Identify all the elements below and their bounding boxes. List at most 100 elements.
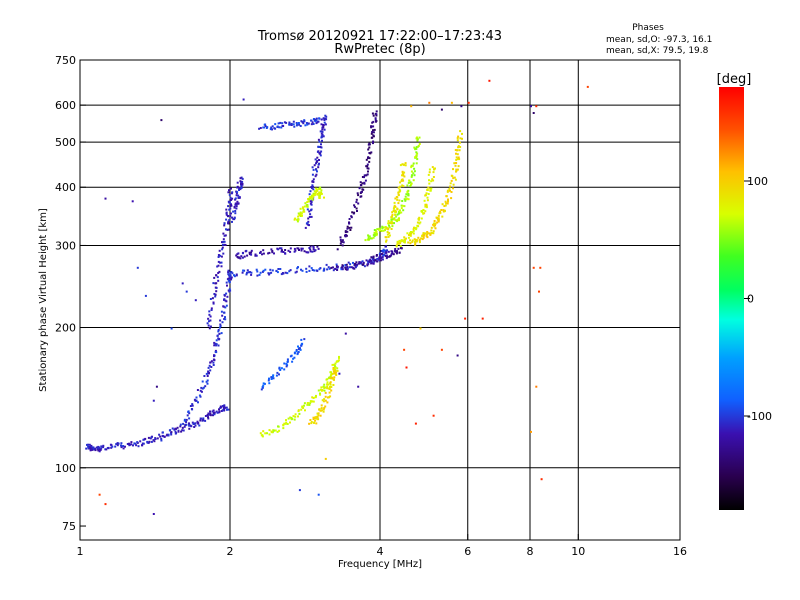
data-point xyxy=(314,396,317,399)
data-point xyxy=(236,181,239,184)
data-point xyxy=(217,272,220,274)
data-point xyxy=(426,189,429,191)
data-point xyxy=(418,222,421,225)
data-point xyxy=(142,442,145,445)
data-point xyxy=(379,259,382,262)
data-point xyxy=(278,247,281,250)
data-point xyxy=(271,125,274,128)
data-point xyxy=(238,187,241,190)
data-point xyxy=(314,192,317,195)
data-point xyxy=(322,408,325,411)
data-point xyxy=(309,402,312,405)
data-point xyxy=(308,198,311,201)
data-point xyxy=(209,414,212,417)
data-point xyxy=(316,170,318,173)
data-point xyxy=(412,232,415,235)
data-point xyxy=(313,194,316,197)
data-point xyxy=(277,268,280,270)
data-point xyxy=(422,209,425,211)
data-point xyxy=(443,205,446,207)
data-point xyxy=(417,236,420,239)
data-point xyxy=(405,193,408,196)
data-point xyxy=(222,405,225,408)
data-point xyxy=(358,187,361,190)
data-point xyxy=(227,205,230,208)
data-point xyxy=(286,272,289,275)
data-point xyxy=(266,432,268,435)
data-point xyxy=(357,385,360,388)
data-point xyxy=(182,422,185,425)
data-point xyxy=(279,121,282,124)
data-point xyxy=(340,266,343,269)
data-point xyxy=(391,250,394,253)
data-point xyxy=(383,253,386,256)
data-point xyxy=(293,250,296,253)
phase-stats-o: mean, sd,O: -97.3, 16.1 xyxy=(606,35,712,45)
data-point xyxy=(208,320,210,323)
data-point xyxy=(241,177,244,180)
chart-subtitle: RwPretec (8p) xyxy=(334,42,425,57)
data-point xyxy=(418,143,421,145)
data-point xyxy=(317,493,320,496)
data-point xyxy=(227,200,230,203)
data-point xyxy=(325,263,328,266)
data-point xyxy=(367,167,370,170)
data-point xyxy=(309,209,312,212)
data-point xyxy=(270,431,273,434)
data-point xyxy=(171,427,174,430)
data-point xyxy=(447,200,449,203)
data-point xyxy=(309,196,312,199)
y-axis-label: Stationary phase Virtual Height [km] xyxy=(38,208,49,392)
data-point xyxy=(336,269,339,271)
data-point xyxy=(216,265,219,268)
data-point xyxy=(259,252,261,254)
data-point xyxy=(228,281,231,283)
data-point xyxy=(404,199,407,202)
data-point xyxy=(360,191,363,194)
data-point xyxy=(328,376,331,379)
data-point xyxy=(114,445,117,448)
data-point xyxy=(298,213,301,216)
data-point xyxy=(235,192,238,195)
data-point xyxy=(285,121,288,124)
data-point xyxy=(327,383,330,386)
data-point xyxy=(297,345,299,348)
data-point xyxy=(217,256,220,258)
data-point xyxy=(279,268,282,270)
data-point xyxy=(306,201,309,204)
data-point xyxy=(302,207,305,210)
data-point xyxy=(234,210,237,212)
data-point xyxy=(437,217,440,220)
data-point xyxy=(316,159,319,162)
data-point xyxy=(410,166,413,169)
data-point xyxy=(246,254,249,257)
data-point xyxy=(313,164,316,167)
data-point xyxy=(284,252,287,255)
data-point xyxy=(249,271,251,274)
data-point xyxy=(396,250,398,253)
data-point xyxy=(374,118,377,121)
data-point xyxy=(237,196,240,199)
data-point xyxy=(210,366,213,368)
data-point xyxy=(352,261,354,264)
data-point xyxy=(341,244,344,247)
data-point xyxy=(310,123,313,126)
data-point xyxy=(535,385,538,388)
data-point xyxy=(197,401,199,404)
data-point xyxy=(410,105,413,108)
colorbar-tick-label: -100 xyxy=(747,410,772,423)
data-point xyxy=(404,195,407,198)
data-point xyxy=(454,149,457,151)
data-point xyxy=(283,121,286,124)
data-point xyxy=(321,130,324,133)
data-point xyxy=(292,120,295,123)
data-point xyxy=(350,226,353,229)
data-point xyxy=(421,235,424,237)
data-point xyxy=(361,182,364,185)
data-point xyxy=(387,220,390,223)
data-point xyxy=(359,261,362,264)
data-point xyxy=(416,152,419,155)
data-point xyxy=(236,191,239,194)
data-point xyxy=(323,119,326,121)
data-point xyxy=(272,375,274,378)
